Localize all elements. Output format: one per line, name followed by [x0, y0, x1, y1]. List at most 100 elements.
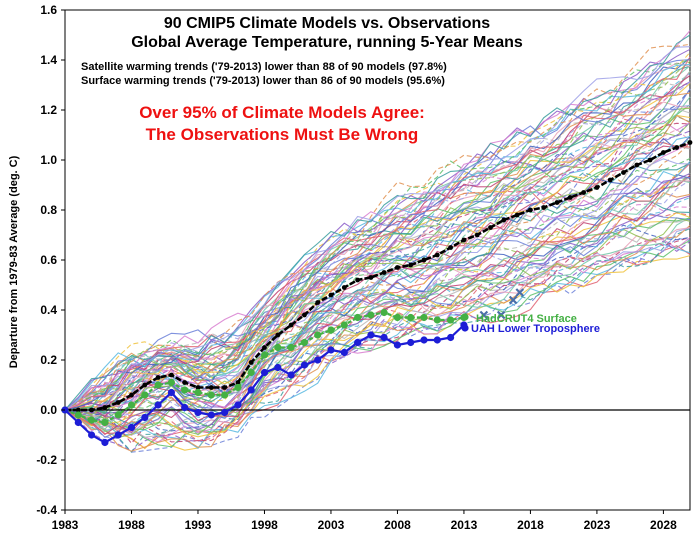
hadcrut4-point — [181, 386, 189, 394]
model-mean-point — [554, 200, 560, 205]
x-tick-label: 2013 — [451, 518, 478, 532]
recent-obs-marker — [508, 295, 518, 305]
uah-point — [234, 401, 242, 409]
model-line — [64, 224, 691, 432]
model-mean-point — [222, 385, 228, 390]
uah-point — [300, 361, 308, 369]
headline-line-1: Over 95% of Climate Models Agree: — [139, 103, 425, 122]
model-mean-point — [474, 232, 480, 238]
model-line — [64, 145, 691, 413]
model-line — [64, 46, 691, 411]
model-line — [64, 227, 691, 453]
model-line — [64, 34, 691, 411]
legend-hadcrut4: HadCRUT4 Surface — [476, 313, 577, 325]
hadcrut4-point — [167, 378, 175, 387]
model-line — [64, 212, 691, 442]
model-line — [64, 43, 691, 411]
y-tick-label: -0.4 — [36, 503, 57, 517]
model-line — [64, 81, 691, 411]
model-mean-point — [607, 177, 613, 183]
uah-point — [101, 438, 109, 447]
uah-point — [181, 403, 189, 412]
hadcrut4-point — [247, 368, 255, 377]
model-mean-point — [621, 170, 626, 175]
model-mean-point — [434, 252, 440, 258]
model-line — [64, 136, 691, 411]
uah-point — [393, 341, 401, 349]
model-mean-point — [182, 380, 188, 385]
uah-point — [207, 411, 215, 419]
model-line — [64, 122, 691, 411]
uah-point — [194, 408, 202, 417]
uah-point — [447, 333, 455, 342]
model-mean-point — [581, 190, 586, 195]
x-tick-label: 2018 — [517, 518, 544, 532]
model-mean-point — [341, 285, 347, 290]
model-line — [64, 81, 691, 411]
model-mean-point — [634, 162, 640, 168]
note-satellite: Satellite warming trends ('79-2013) lowe… — [81, 61, 447, 73]
model-mean-point — [488, 225, 493, 230]
model-mean-point — [501, 217, 507, 223]
uah-point — [221, 408, 229, 417]
model-line — [64, 70, 691, 411]
uah-point — [167, 388, 175, 397]
model-line — [64, 71, 691, 411]
y-tick-label: 0.0 — [40, 403, 57, 417]
hadcrut4-point — [88, 416, 96, 424]
model-mean-point — [528, 207, 533, 213]
model-line — [64, 138, 691, 421]
observation-lines — [61, 288, 525, 447]
recent-obs-marker — [515, 288, 525, 297]
recent-obs-marker — [496, 310, 506, 320]
model-mean-point — [248, 360, 254, 365]
uah-point — [260, 368, 269, 377]
note-surface: Surface warming trends ('79-2013) lower … — [81, 75, 445, 87]
y-tick-label: 0.4 — [40, 303, 57, 317]
model-line — [64, 179, 691, 423]
model-line — [64, 255, 691, 451]
x-tick-label: 1983 — [52, 518, 79, 532]
y-tick-label: 1.6 — [40, 3, 57, 17]
hadcrut4-point — [420, 313, 428, 322]
hadcrut4-point — [393, 313, 401, 322]
model-line — [64, 192, 691, 431]
legend-uah: UAH Lower Troposphere — [471, 323, 600, 335]
hadcrut4-point — [141, 391, 149, 399]
y-tick-label: -0.2 — [36, 453, 57, 467]
model-line — [64, 240, 691, 448]
model-mean-point — [541, 205, 547, 210]
model-mean-point — [647, 157, 653, 163]
uah-point — [274, 363, 282, 372]
hadcrut4-point — [300, 338, 308, 347]
model-mean-point — [408, 262, 414, 268]
model-mean-point — [567, 195, 573, 200]
model-line — [64, 130, 691, 414]
model-line — [64, 224, 691, 452]
uah-point — [141, 413, 149, 422]
uah-point — [420, 336, 428, 344]
hadcrut4-point — [367, 311, 375, 319]
x-tick-label: 2028 — [650, 518, 677, 532]
model-mean-point — [195, 385, 201, 390]
x-tick-label: 1998 — [251, 518, 278, 532]
hadcrut4-point — [154, 381, 162, 389]
x-tick-label: 2003 — [318, 518, 345, 532]
y-axis-label: Departure from 1979-83 Average (deg. C) — [8, 155, 20, 368]
model-mean-point — [155, 375, 161, 380]
hadcrut4-point — [194, 388, 202, 397]
model-mean-point — [461, 237, 467, 243]
model-mean-point — [102, 405, 108, 410]
uah-point — [354, 338, 362, 347]
model-mean-point — [288, 322, 294, 328]
model-mean-point — [355, 277, 360, 283]
model-line — [64, 59, 691, 411]
uah-point — [247, 386, 255, 394]
uah-point — [327, 346, 335, 354]
uah-point — [407, 338, 415, 347]
uah-point — [88, 431, 96, 439]
model-mean-point — [368, 275, 374, 280]
model-mean-point — [381, 270, 387, 275]
legend-uah-marker — [461, 324, 469, 332]
